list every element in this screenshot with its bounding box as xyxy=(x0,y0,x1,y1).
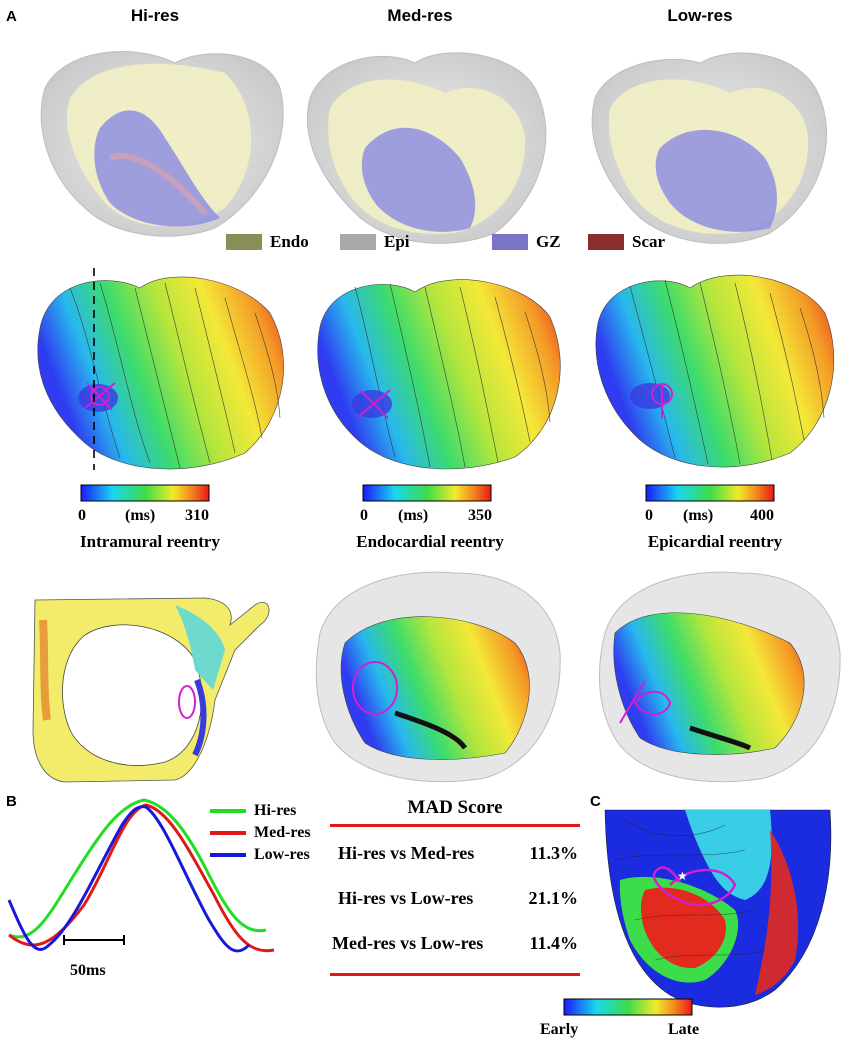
colorbar-unit-low-res: (ms) xyxy=(683,507,714,524)
column-title-hi-res: Hi-res xyxy=(130,6,180,25)
heart-geometry-med-res xyxy=(306,52,547,244)
colorbar-med-res xyxy=(362,484,492,502)
trace-legend-label-low-res: Low-res xyxy=(254,846,310,863)
trace-hi-res xyxy=(8,798,267,939)
legend-swatch-epi xyxy=(340,234,376,250)
stimulus-star-icon: ★ xyxy=(677,869,688,883)
mad-row-label: Hi-res vs Low-res xyxy=(338,888,474,908)
activation-map-med-res xyxy=(317,279,561,470)
activation-map-low-res xyxy=(595,274,835,468)
mad-row-label: Hi-res vs Med-res xyxy=(338,843,475,863)
activation-map-hi-res xyxy=(37,268,284,470)
mad-bottom-rule xyxy=(330,973,580,976)
mad-row-value: 11.4% xyxy=(529,933,578,953)
colorbar-unit-hi-res: (ms) xyxy=(125,507,156,524)
mad-top-rule xyxy=(330,824,580,827)
caption-intramural-reentry: Intramural reentry xyxy=(80,532,220,551)
legend-label-gz: GZ xyxy=(536,232,561,251)
scale-bar-label: 50ms xyxy=(70,962,106,979)
colorbar-max-low-res: 400 xyxy=(750,507,774,524)
mad-row-value: 11.3% xyxy=(529,843,578,863)
colorbar-panel-c xyxy=(563,998,693,1016)
colorbar-min-med-res: 0 xyxy=(360,507,368,524)
colorbar-min-low-res: 0 xyxy=(645,507,653,524)
heart-geometry-hi-res xyxy=(40,51,284,237)
column-title-med-res: Med-res xyxy=(387,6,453,25)
scale-bar xyxy=(63,935,125,945)
colorbar-unit-med-res: (ms) xyxy=(398,507,429,524)
tissue-legend: Endo Epi GZ Scar xyxy=(226,232,665,252)
legend-label-epi: Epi xyxy=(384,232,410,251)
ecg-traces xyxy=(7,798,275,953)
trace-legend: Hi-res Med-res Low-res xyxy=(210,800,311,866)
trace-low-res xyxy=(7,805,251,953)
mad-score-title: MAD Score xyxy=(407,797,503,818)
mad-row-med-low: Med-res vs Low-res 11.4% xyxy=(332,933,578,954)
colorbar-late-label: Late xyxy=(668,1021,700,1038)
legend-label-scar: Scar xyxy=(632,232,666,251)
panel-label-b: B xyxy=(6,793,17,810)
intramural-slice-hi-res xyxy=(32,597,270,783)
trace-legend-label-hi-res: Hi-res xyxy=(254,802,297,819)
column-title-low-res: Low-res xyxy=(667,6,733,25)
colorbar-min-hi-res: 0 xyxy=(78,507,86,524)
legend-swatch-scar xyxy=(588,234,624,250)
epicardial-map-low-res xyxy=(598,571,841,783)
colorbar-low-res xyxy=(645,484,775,502)
legend-swatch-gz xyxy=(492,234,528,250)
trace-legend-label-med-res: Med-res xyxy=(254,824,311,841)
colorbar-hi-res xyxy=(80,484,210,502)
caption-epicardial-reentry: Epicardial reentry xyxy=(647,532,783,551)
mad-row-value: 21.1% xyxy=(528,888,579,908)
legend-label-endo: Endo xyxy=(270,232,309,251)
trace-legend-line-hi-res xyxy=(210,809,246,813)
colorbar-max-hi-res: 310 xyxy=(185,507,209,524)
clinical-activation-map: ★ xyxy=(604,809,832,1008)
colorbar-max-med-res: 350 xyxy=(468,507,492,524)
caption-endocardial-reentry: Endocardial reentry xyxy=(356,532,504,551)
trace-legend-line-med-res xyxy=(210,831,246,835)
panel-label-c: C xyxy=(590,793,601,810)
mad-row-hi-low: Hi-res vs Low-res 21.1% xyxy=(338,888,578,909)
mad-row-hi-med: Hi-res vs Med-res 11.3% xyxy=(338,843,578,864)
mad-row-label: Med-res vs Low-res xyxy=(332,933,484,953)
colorbar-early-label: Early xyxy=(540,1021,579,1038)
trace-legend-line-low-res xyxy=(210,853,246,857)
legend-swatch-endo xyxy=(226,234,262,250)
panel-label-a: A xyxy=(6,8,17,25)
endocardial-map-med-res xyxy=(315,571,561,783)
heart-geometry-low-res xyxy=(591,52,828,244)
